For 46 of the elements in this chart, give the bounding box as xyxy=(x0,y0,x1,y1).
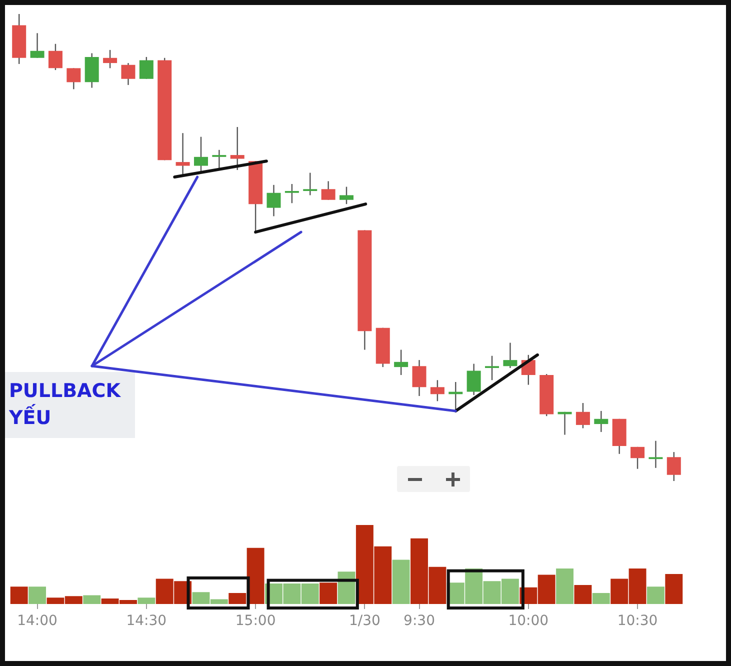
x-tick-label: 14:00 xyxy=(17,613,58,629)
bar xyxy=(138,598,156,604)
candlestick xyxy=(284,183,299,204)
candlestick xyxy=(121,62,136,86)
candlestick xyxy=(648,440,663,469)
candlestick xyxy=(303,172,318,196)
bar xyxy=(10,586,28,604)
x-tick-label: 14:30 xyxy=(126,613,167,629)
x-tick-label: 1/30 xyxy=(348,613,380,629)
candlestick xyxy=(321,180,336,200)
x-tick-label: 10:30 xyxy=(617,613,658,629)
candlestick xyxy=(194,136,208,174)
candlestick xyxy=(430,380,444,402)
bar xyxy=(556,568,574,604)
candlestick xyxy=(212,149,226,171)
bar xyxy=(320,582,338,604)
bar xyxy=(28,586,46,604)
candlestick xyxy=(340,186,354,205)
bar xyxy=(246,548,264,604)
candlestick xyxy=(466,363,481,396)
bar xyxy=(392,560,410,604)
candlestick xyxy=(394,349,408,376)
candlestick xyxy=(485,355,500,381)
bar xyxy=(83,595,101,604)
x-tick-label: 15:00 xyxy=(235,613,276,629)
candlestick xyxy=(666,451,681,482)
candlestick xyxy=(630,446,645,470)
candlestick xyxy=(576,402,590,429)
candlestick xyxy=(412,359,426,397)
x-tick-label: 9:30 xyxy=(404,613,435,629)
bar xyxy=(574,585,592,604)
candlestick xyxy=(103,49,118,69)
candlestick xyxy=(266,184,281,217)
candlestick xyxy=(30,32,44,58)
candlestick xyxy=(48,43,62,71)
x-tick-label: 10:00 xyxy=(508,613,549,629)
candlestick xyxy=(594,410,608,433)
candlestick xyxy=(503,342,518,369)
candlestick xyxy=(66,68,81,90)
bar xyxy=(646,586,664,604)
bar xyxy=(228,592,246,604)
candlestick xyxy=(230,126,244,171)
bar xyxy=(592,592,610,604)
bar xyxy=(665,574,683,604)
annotation: PULLBACK YẾU xyxy=(5,372,135,438)
candlestick xyxy=(139,56,154,80)
